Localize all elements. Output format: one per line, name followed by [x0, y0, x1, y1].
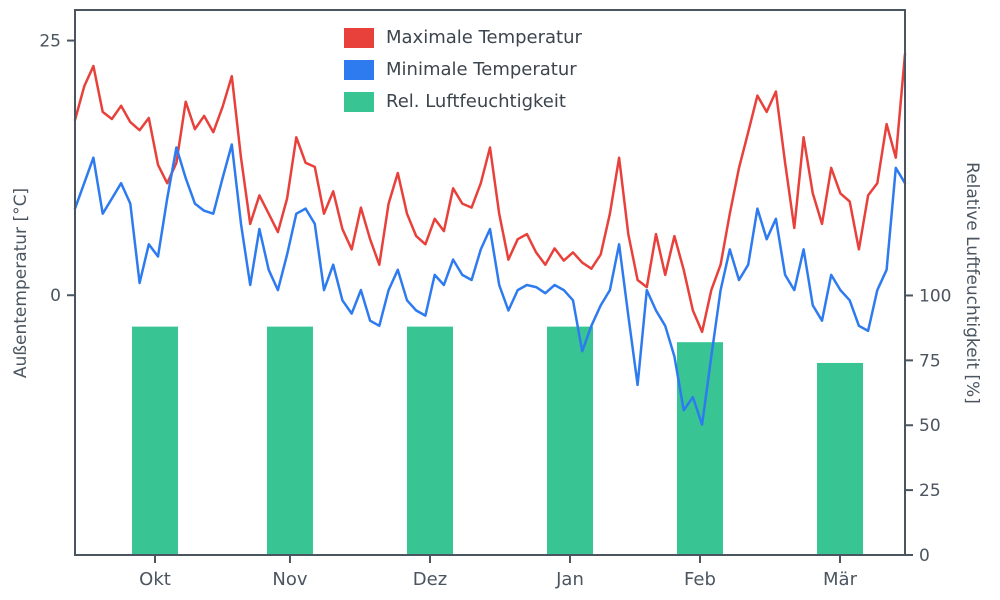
- right-tick-label: 75: [919, 351, 941, 371]
- humidity-bar: [132, 326, 179, 555]
- legend-item-max-temp: Maximale Temperatur: [344, 27, 582, 48]
- left-tick-label: 25: [39, 32, 61, 52]
- x-tick-label: Okt: [139, 569, 171, 590]
- humidity-bar: [547, 326, 594, 555]
- right-axis-title: Relative Luftfeuchtigkeit [%]: [962, 162, 982, 404]
- right-tick-label: 100: [919, 286, 951, 306]
- legend-swatch-humidity: [344, 91, 374, 112]
- humidity-bar: [676, 342, 723, 555]
- legend-label-max-temp: Maximale Temperatur: [386, 27, 582, 48]
- min-temp-line: [73, 143, 907, 426]
- right-tick-label: 25: [919, 481, 941, 501]
- legend-item-humidity: Rel. Luftfeuchtigkeit: [344, 91, 582, 112]
- legend-label-min-temp: Minimale Temperatur: [386, 59, 577, 80]
- humidity-bar: [817, 362, 864, 555]
- legend-label-humidity: Rel. Luftfeuchtigkeit: [386, 91, 566, 112]
- humidity-bar: [406, 326, 453, 555]
- x-tick-label: Jan: [555, 569, 584, 590]
- x-tick-label: Nov: [272, 569, 307, 590]
- x-tick-label: Mär: [823, 569, 858, 590]
- legend-item-min-temp: Minimale Temperatur: [344, 59, 582, 80]
- right-tick-label: 50: [919, 416, 941, 436]
- left-axis-title: Außentemperatur [°C]: [11, 187, 31, 379]
- left-tick-label: 0: [50, 286, 61, 306]
- legend-swatch-max-temp: [344, 27, 374, 48]
- right-tick-label: 0: [919, 546, 930, 566]
- x-tick-label: Feb: [684, 569, 716, 590]
- max-temp-line: [73, 52, 907, 334]
- legend: Maximale Temperatur Minimale Temperatur …: [344, 27, 582, 112]
- plot-frame: [74, 9, 906, 556]
- x-tick-label: Dez: [413, 569, 447, 590]
- humidity-bar: [266, 326, 313, 555]
- legend-swatch-min-temp: [344, 59, 374, 80]
